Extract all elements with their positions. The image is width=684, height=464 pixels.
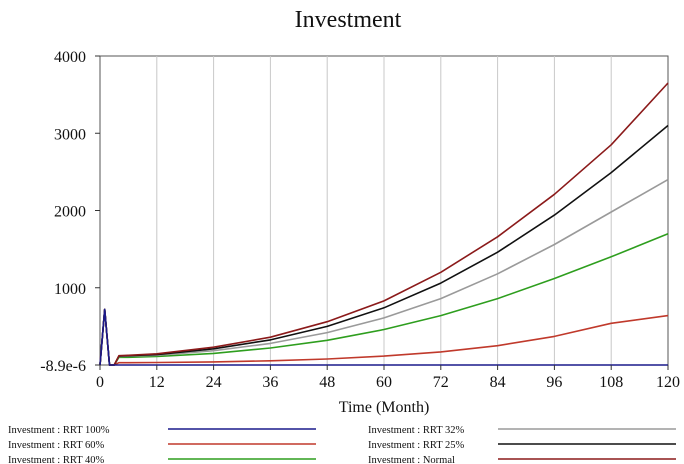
x-axis: 0 12 24 36 48 60 72 84 96 108 120 <box>96 365 680 391</box>
x-tick-label: 108 <box>599 374 623 391</box>
x-tick-label: 84 <box>490 374 506 391</box>
x-tick-label: 120 <box>656 374 680 391</box>
legend: Investment : RRT 100% Investment : RRT 60… <box>8 425 676 464</box>
x-tick-label: 96 <box>546 374 562 391</box>
legend-label: Investment : RRT 40% <box>8 455 105 464</box>
legend-label: Investment : RRT 60% <box>8 440 105 451</box>
gridlines <box>156 56 612 365</box>
legend-label: Investment : RRT 32% <box>368 425 465 436</box>
legend-label: Investment : Normal <box>368 455 455 464</box>
x-tick-label: 12 <box>149 374 165 391</box>
x-tick-label: 0 <box>96 374 104 391</box>
y-tick-label: 2000 <box>54 204 86 221</box>
x-tick-label: 24 <box>206 374 222 391</box>
legend-label: Investment : RRT 25% <box>368 440 465 451</box>
y-tick-label: 1000 <box>54 281 86 298</box>
x-tick-label: 36 <box>262 374 278 391</box>
series-line <box>99 308 668 366</box>
x-axis-label: Time (Month) <box>339 399 430 416</box>
series-lines <box>99 82 669 366</box>
y-tick-label: 3000 <box>54 126 86 143</box>
chart-title: Investment <box>295 7 402 33</box>
y-tick-label: 4000 <box>54 49 86 66</box>
legend-label: Investment : RRT 100% <box>8 425 110 436</box>
x-tick-label: 48 <box>319 374 335 391</box>
x-tick-label: 72 <box>433 374 449 391</box>
x-tick-label: 60 <box>376 374 392 391</box>
y-axis: -8.9e-6 1000 2000 3000 4000 <box>40 49 100 375</box>
y-tick-label: -8.9e-6 <box>40 358 86 375</box>
